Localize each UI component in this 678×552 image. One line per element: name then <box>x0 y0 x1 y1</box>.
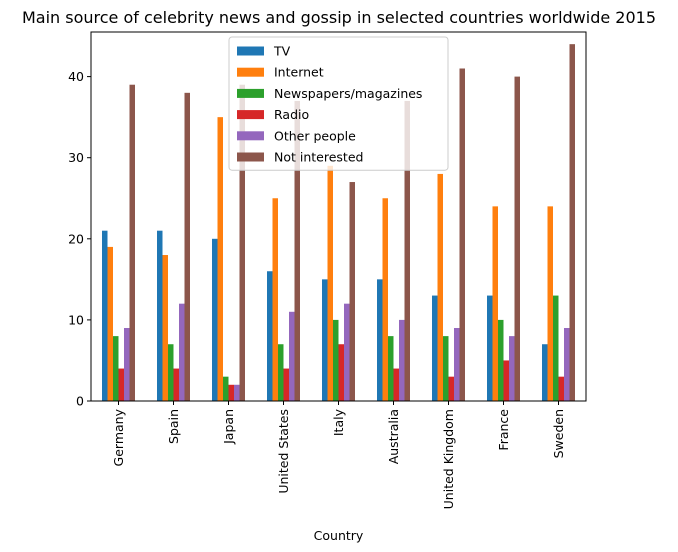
legend-label: Newspapers/magazines <box>274 86 422 101</box>
bar <box>179 303 185 401</box>
bar <box>173 368 179 401</box>
bar <box>322 279 328 401</box>
x-tick-label: Sweden <box>551 409 566 458</box>
bar <box>382 198 388 401</box>
bar <box>514 76 520 401</box>
y-tick-label: 40 <box>68 69 84 84</box>
legend-label: Radio <box>274 107 309 122</box>
bar <box>157 230 163 401</box>
bar <box>272 198 278 401</box>
bar <box>448 376 454 401</box>
bar <box>437 173 443 401</box>
bar <box>102 230 108 401</box>
x-tick-label: Germany <box>111 408 126 466</box>
chart-title: Main source of celebrity news and gossip… <box>22 8 656 27</box>
bar <box>349 182 355 401</box>
legend-swatch <box>237 110 264 120</box>
bar <box>239 84 245 401</box>
bar <box>184 92 190 402</box>
bar <box>217 117 223 402</box>
bar <box>459 68 465 401</box>
plot-frame <box>90 31 587 402</box>
x-tick-label: Australia <box>386 409 401 464</box>
bar <box>283 368 289 401</box>
legend-swatch <box>237 131 264 141</box>
bar <box>124 328 130 401</box>
bar <box>443 336 449 401</box>
bar <box>333 319 339 401</box>
bar <box>294 100 300 401</box>
bar <box>498 319 504 401</box>
bar <box>327 165 333 401</box>
legend-box <box>228 36 449 171</box>
bar <box>393 368 399 401</box>
bar <box>338 344 344 401</box>
bar <box>569 44 575 402</box>
bar <box>267 271 273 401</box>
bar <box>107 246 113 401</box>
bar <box>234 384 240 401</box>
bar <box>278 344 284 401</box>
legend-label: Other people <box>274 128 356 143</box>
bar <box>162 255 168 401</box>
x-tick-label: Japan <box>221 409 236 445</box>
bar <box>113 336 119 401</box>
bar <box>503 360 509 401</box>
legend-swatch <box>237 46 264 56</box>
bar <box>228 384 234 401</box>
legend: TV Internet Newspapers/magazines Radio Other… <box>228 36 449 171</box>
bar <box>118 368 124 401</box>
y-tick-label: 30 <box>68 150 84 165</box>
legend-label: TV <box>273 44 291 59</box>
y-tick-label: 20 <box>68 231 84 246</box>
x-axis: Germany Spain Japan United States Italy Austr… <box>111 401 566 509</box>
bar <box>487 295 493 401</box>
bar <box>432 295 438 401</box>
y-tick-label: 10 <box>68 312 84 327</box>
bar <box>404 100 410 401</box>
bar <box>564 328 570 401</box>
x-axis-label: Country <box>314 528 364 543</box>
bar <box>388 336 394 401</box>
bar <box>542 344 548 401</box>
bar <box>344 303 350 401</box>
bar <box>547 206 553 401</box>
bar <box>553 295 559 401</box>
x-tick-label: Spain <box>166 409 181 444</box>
bar <box>399 319 405 401</box>
x-tick-label: France <box>496 409 511 451</box>
bar <box>289 311 295 401</box>
bar <box>168 344 174 401</box>
legend-label: Not interested <box>274 150 363 165</box>
legend-swatch <box>237 88 264 98</box>
x-tick-label: Italy <box>331 408 346 436</box>
x-tick-label: United Kingdom <box>441 409 456 509</box>
y-axis: 0 10 20 30 40 <box>68 69 91 409</box>
bar <box>492 206 498 401</box>
bar <box>223 376 229 401</box>
bar <box>454 328 460 401</box>
bar <box>558 376 564 401</box>
legend-swatch <box>237 152 264 162</box>
bar <box>377 279 383 401</box>
legend-swatch <box>237 67 264 77</box>
bar <box>212 238 218 401</box>
bar <box>129 84 135 401</box>
bar <box>509 336 515 401</box>
y-tick-label: 0 <box>76 394 84 409</box>
x-tick-label: United States <box>276 409 291 494</box>
legend-label: Internet <box>274 65 324 80</box>
bars-layer <box>102 44 575 402</box>
